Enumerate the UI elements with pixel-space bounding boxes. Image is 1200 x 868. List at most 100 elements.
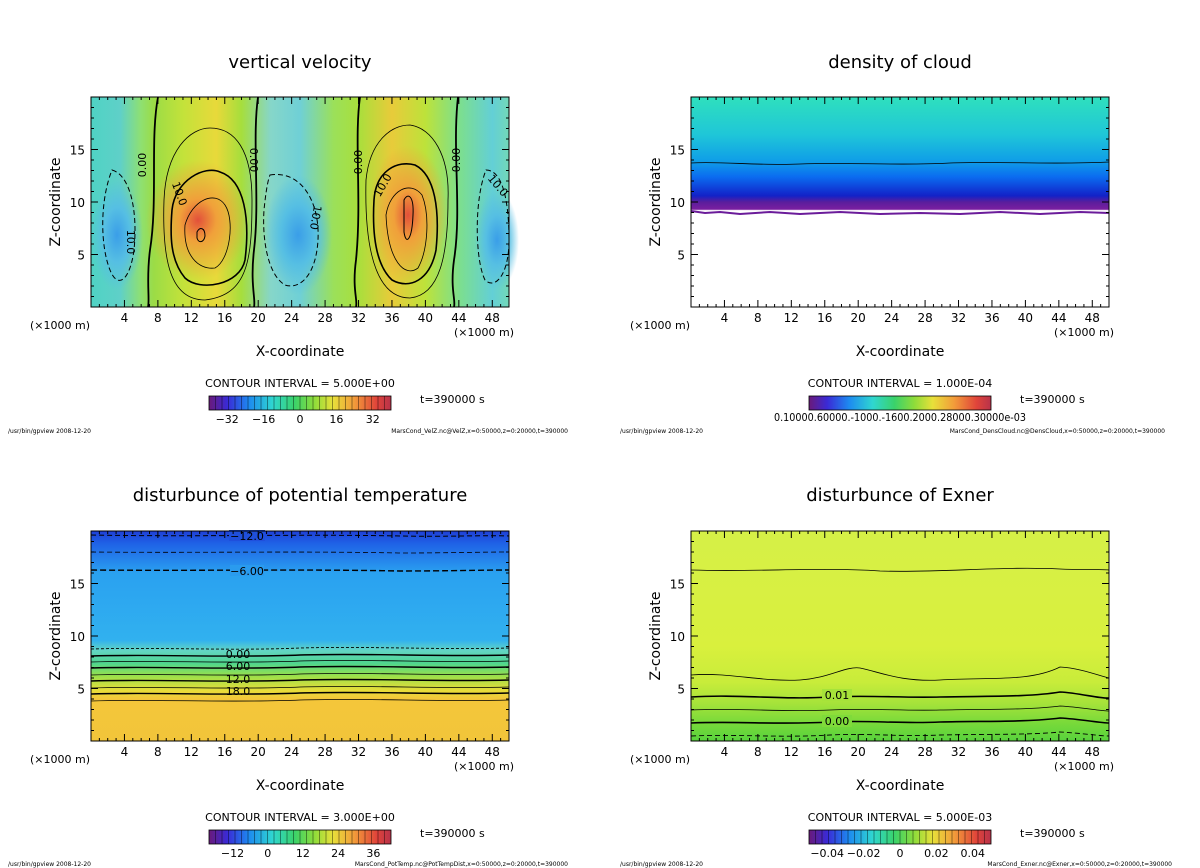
x-tick-label: 24 — [284, 745, 299, 759]
x-tick-label: 44 — [451, 311, 466, 325]
panel-1-downdraft-right — [475, 190, 519, 290]
x-tick-label: 4 — [121, 311, 129, 325]
contour — [90, 699, 510, 702]
contour — [90, 653, 510, 657]
panel-1-downdraft-mid — [264, 175, 332, 295]
zero-contour-3 — [353, 96, 361, 308]
panel-2-contour-interval: CONTOUR INTERVAL = 1.000E-04 — [808, 377, 992, 390]
contour — [90, 660, 510, 663]
panel-1-footer-left: /usr/bin/gpview 2008-12-20 — [8, 428, 91, 435]
panel-1-contours — [102, 96, 510, 308]
x-tick-label: 8 — [754, 745, 762, 759]
panel-3-ylabel: Z-coordinate — [48, 591, 64, 680]
contour-label: 0.00 — [352, 150, 365, 175]
zero-contour-2 — [251, 96, 259, 308]
contour — [690, 705, 1110, 712]
x-tick-label: 36 — [384, 745, 399, 759]
colorbar-tick-label: 16 — [329, 413, 343, 426]
panel-1-unit-right: (×1000 m) — [454, 326, 514, 339]
contour-label: −6.00 — [230, 565, 264, 578]
x-tick-label: 20 — [851, 311, 866, 325]
panel-4-xlabel: X-coordinate — [856, 778, 945, 794]
label-mask — [822, 689, 852, 701]
x-tick-label: 40 — [1018, 311, 1033, 325]
y-tick-label: 10 — [670, 630, 685, 644]
contour — [90, 678, 510, 682]
contour — [690, 717, 1110, 724]
x-tick-label: 32 — [951, 311, 966, 325]
zero-contour-1 — [147, 96, 159, 308]
panel-3-xlabel: X-coordinate — [256, 778, 345, 794]
contour — [90, 686, 510, 689]
contour-label: 0.00 — [825, 715, 850, 728]
downdraft-left-10 — [102, 169, 136, 281]
x-tick-label: 28 — [317, 311, 332, 325]
x-tick-label: 16 — [817, 311, 832, 325]
x-tick-label: 44 — [1051, 745, 1066, 759]
y-tick-label: 10 — [70, 196, 85, 210]
colorbar-tick-label: 0.04 — [961, 847, 986, 860]
x-tick-label: 36 — [984, 311, 999, 325]
updraft-right-core — [403, 195, 414, 240]
x-tick-label: 28 — [917, 311, 932, 325]
panel-3-footer-right: MarsCond_PotTemp.nc@PotTempDist,x=0:5000… — [355, 861, 568, 868]
contour — [690, 567, 1110, 572]
panel-3-plot-area — [91, 531, 509, 741]
contour-label: 0.01 — [825, 689, 850, 702]
x-tick-label: 44 — [1051, 311, 1066, 325]
panel-1-unit-left: (×1000 m) — [30, 319, 90, 332]
x-tick-label: 24 — [884, 745, 899, 759]
y-tick-label: 15 — [670, 144, 685, 158]
contour-label: 6.00 — [226, 660, 251, 673]
x-tick-label: 36 — [384, 311, 399, 325]
contour — [90, 691, 510, 695]
colorbar-tick-label: −0.04 — [810, 847, 844, 860]
panel-1-title: vertical velocity — [228, 52, 372, 73]
x-tick-label: 44 — [451, 745, 466, 759]
x-tick-label: 20 — [851, 745, 866, 759]
panel-1-time: t=390000 s — [420, 393, 485, 406]
panel-3-unit-left: (×1000 m) — [30, 753, 90, 766]
updraft-left-outer — [163, 127, 253, 301]
x-tick-label: 32 — [951, 745, 966, 759]
x-tick-label: 4 — [721, 311, 729, 325]
panel-4-contour-labels: 0.01 0.00 — [822, 689, 852, 728]
x-tick-label: 8 — [754, 311, 762, 325]
colorbar-tick-label: 0 — [897, 847, 904, 860]
downdraft-mid-10 — [263, 173, 319, 287]
contour-label: 0.00 — [136, 153, 149, 178]
colorbar-tick-label: −0.02 — [847, 847, 881, 860]
x-tick-label: 32 — [351, 311, 366, 325]
downdraft-right-10 — [476, 169, 510, 284]
panel-3-contour-labels: −12.0 −6.00 0.00 6.00 12.0 18.0 — [226, 530, 265, 698]
contour-label: −12.0 — [230, 530, 264, 543]
x-tick-label: 48 — [485, 311, 500, 325]
contour-label: 18.0 — [226, 685, 251, 698]
panel-1-contour-interval: CONTOUR INTERVAL = 5.000E+00 — [205, 377, 395, 390]
contour — [90, 569, 510, 572]
x-tick-label: 28 — [317, 745, 332, 759]
panel-exner: disturbunce of Exner 0.01 0.00 4 8 12 16 20 2… — [620, 485, 1172, 868]
panel-3-unit-right: (×1000 m) — [454, 760, 514, 773]
panel-1-colorbar-ticks: −32 −16 0 16 32 — [215, 396, 385, 426]
x-tick-label: 12 — [784, 311, 799, 325]
x-tick-label: 48 — [1085, 311, 1100, 325]
x-tick-label: 20 — [251, 745, 266, 759]
contour — [90, 665, 510, 669]
panel-4-plot-area — [691, 531, 1109, 741]
x-tick-label: 4 — [121, 745, 129, 759]
x-tick-label: 48 — [485, 745, 500, 759]
zero-contour-4 — [451, 96, 459, 308]
x-tick-label: 12 — [184, 311, 199, 325]
panel-4-time: t=390000 s — [1020, 827, 1085, 840]
panel-2-unit-right: (×1000 m) — [1054, 326, 1114, 339]
contour-label: 10.0 — [124, 230, 137, 255]
contour — [90, 673, 510, 676]
x-tick-label: 8 — [154, 745, 162, 759]
updraft-left-core — [196, 228, 206, 243]
